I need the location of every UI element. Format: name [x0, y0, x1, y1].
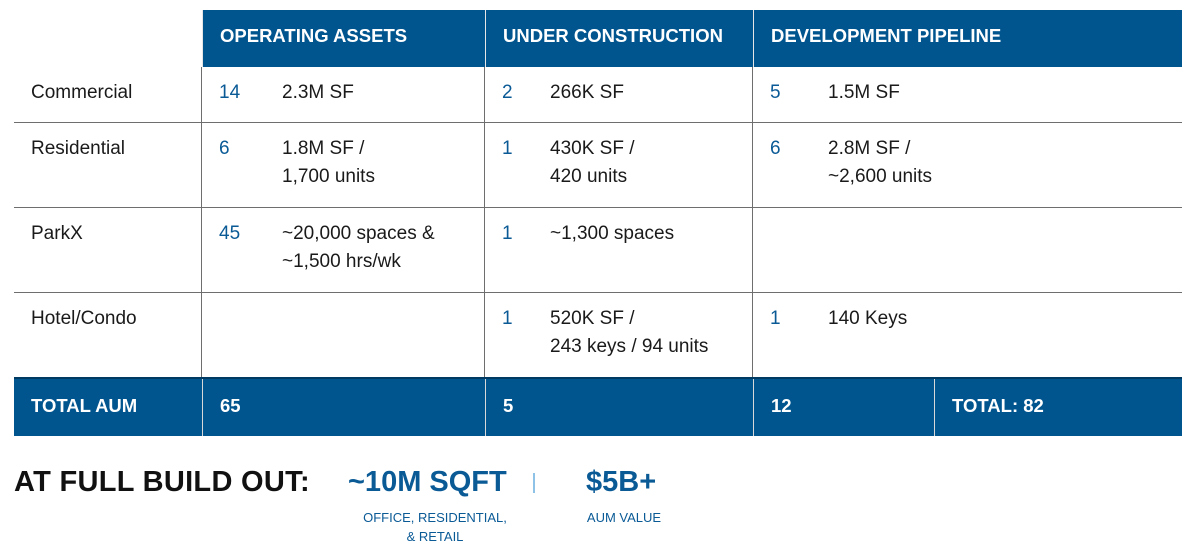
construction-cell: 2 266K SF: [485, 67, 753, 122]
metric-separator: [533, 473, 535, 493]
operating-count: 14: [219, 82, 241, 103]
pipeline-count: 5: [770, 82, 781, 103]
pipeline-cell: [753, 208, 1182, 292]
construction-count: 2: [502, 82, 513, 103]
full-build-out-section: AT FULL BUILD OUT: ~10M SQFT OFFICE, RES…: [14, 462, 1174, 552]
operating-value: 2.3M SF: [282, 82, 354, 103]
row-label: Commercial: [14, 67, 202, 122]
row-label: ParkX: [14, 208, 202, 292]
construction-count: 1: [502, 308, 513, 329]
construction-cell: 1 ~1,300 spaces: [485, 208, 753, 292]
operating-cell: 6 1.8M SF / 1,700 units: [202, 123, 485, 207]
pipeline-count: 6: [770, 138, 781, 159]
table-row-hotel-condo: Hotel/Condo 1 520K SF / 243 keys / 94 un…: [14, 293, 1182, 377]
operating-count: 6: [219, 138, 230, 159]
pipeline-count: 1: [770, 308, 781, 329]
header-development-pipeline: DEVELOPMENT PIPELINE: [753, 10, 1182, 67]
construction-value: 266K SF: [550, 82, 624, 103]
grand-total: TOTAL: 82: [934, 379, 1182, 436]
aum-value-caption: AUM VALUE: [586, 510, 662, 525]
row-label: Hotel/Condo: [14, 293, 202, 377]
total-construction: 5: [485, 379, 753, 436]
pipeline-value: 2.8M SF / ~2,600 units: [828, 138, 933, 187]
table-header-row: OPERATING ASSETS UNDER CONSTRUCTION DEVE…: [14, 10, 1182, 67]
construction-cell: 1 520K SF / 243 keys / 94 units: [485, 293, 753, 377]
construction-count: 1: [502, 223, 513, 244]
operating-value: ~20,000 spaces & ~1,500 hrs/wk: [282, 223, 435, 272]
operating-cell: 14 2.3M SF: [202, 67, 485, 122]
construction-count: 1: [502, 138, 513, 159]
table-row-residential: Residential 6 1.8M SF / 1,700 units 1 43…: [14, 123, 1182, 208]
construction-cell: 1 430K SF / 420 units: [485, 123, 753, 207]
sqft-metric: ~10M SQFT: [348, 466, 507, 498]
total-pipeline: 12: [753, 379, 934, 436]
operating-cell: [202, 293, 485, 377]
total-aum-label: TOTAL AUM: [31, 395, 138, 416]
construction-value: ~1,300 spaces: [550, 223, 675, 244]
table-row-commercial: Commercial 14 2.3M SF 2 266K SF 5 1.5M S…: [14, 67, 1182, 123]
header-empty-cell: [14, 10, 202, 67]
total-aum-row: TOTAL AUM 65 5 12 TOTAL: 82: [14, 377, 1182, 436]
operating-value: 1.8M SF / 1,700 units: [282, 138, 375, 187]
pipeline-value: 1.5M SF: [828, 82, 900, 103]
header-under-construction: UNDER CONSTRUCTION: [485, 10, 753, 67]
aum-value-metric: $5B+: [586, 466, 657, 498]
pipeline-cell: 6 2.8M SF / ~2,600 units: [753, 123, 1182, 207]
construction-value: 430K SF / 420 units: [550, 138, 635, 187]
header-operating-assets: OPERATING ASSETS: [202, 10, 485, 67]
pipeline-value: 140 Keys: [828, 308, 908, 329]
pipeline-cell: 5 1.5M SF: [753, 67, 1182, 122]
operating-cell: 45 ~20,000 spaces & ~1,500 hrs/wk: [202, 208, 485, 292]
operating-count: 45: [219, 223, 241, 244]
sqft-metric-caption: OFFICE, RESIDENTIAL, & RETAIL: [363, 510, 507, 544]
pipeline-cell: 1 140 Keys: [753, 293, 1182, 377]
portfolio-table: OPERATING ASSETS UNDER CONSTRUCTION DEVE…: [14, 10, 1182, 436]
table-row-parkx: ParkX 45 ~20,000 spaces & ~1,500 hrs/wk …: [14, 208, 1182, 293]
construction-value: 520K SF / 243 keys / 94 units: [550, 308, 709, 357]
build-out-label: AT FULL BUILD OUT:: [14, 466, 310, 498]
total-operating: 65: [202, 379, 485, 436]
row-label: Residential: [14, 123, 202, 207]
